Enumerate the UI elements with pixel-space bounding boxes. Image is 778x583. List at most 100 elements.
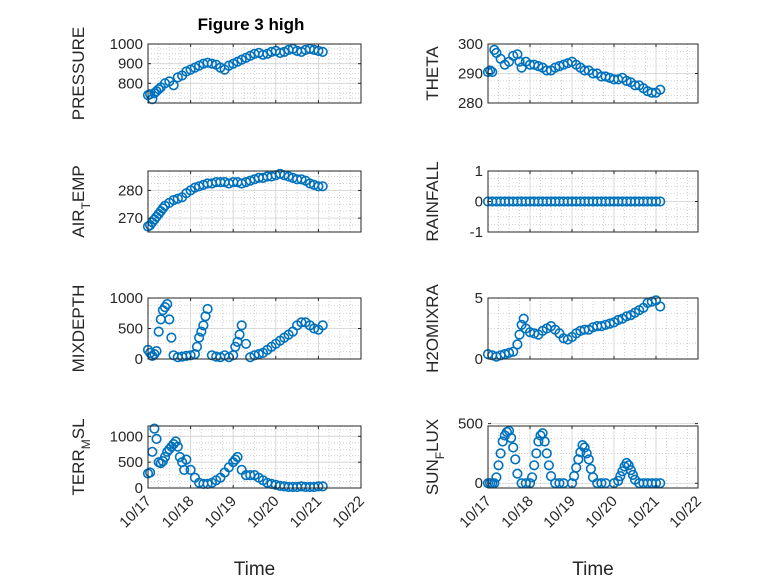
axes-box xyxy=(147,425,362,489)
data-point xyxy=(153,326,164,337)
y-tick-label: 0 xyxy=(135,480,143,497)
data-point xyxy=(497,436,508,447)
data-point xyxy=(655,196,666,207)
data-point xyxy=(234,329,245,340)
data-point xyxy=(230,341,241,352)
data-point xyxy=(159,451,171,463)
data-point xyxy=(206,58,217,69)
data-point xyxy=(194,332,205,343)
data-point xyxy=(145,89,156,100)
data-point xyxy=(296,174,307,185)
data-point xyxy=(313,481,324,492)
data-point xyxy=(514,329,525,340)
panel-3: 270 280 AIRTEMP xyxy=(69,165,362,238)
panel-2: 280 290 300 THETA xyxy=(423,36,699,112)
data-point xyxy=(172,441,183,452)
x-axis-label: Time xyxy=(234,559,276,580)
data-point xyxy=(253,349,264,360)
y-axis-label-subscript: M xyxy=(79,439,93,449)
y-tick-label: 0 xyxy=(475,194,483,211)
data-point xyxy=(485,65,496,76)
data-point xyxy=(185,350,196,361)
series-markers xyxy=(142,168,328,232)
y-tick-label: 500 xyxy=(118,321,143,338)
x-tick-label: 10/18 xyxy=(498,493,537,532)
panel-7: 0 500 1000 10/17 10/18 10/19 10/20 10/21 10/22 Ti… xyxy=(69,418,368,580)
series-markers xyxy=(142,423,328,493)
data-point xyxy=(495,448,506,459)
data-point xyxy=(149,423,160,434)
y-tick-label: 1000 xyxy=(110,428,143,445)
y-axis-label: AIRTEMP xyxy=(69,165,93,238)
y-axis-label-main: RAINFALL xyxy=(423,161,442,241)
y-tick-label: 280 xyxy=(118,182,143,199)
data-point xyxy=(240,338,252,349)
data-point xyxy=(650,196,662,207)
x-tick-label: 10/18 xyxy=(159,493,198,532)
data-point xyxy=(506,432,517,444)
data-point xyxy=(309,323,320,334)
data-point xyxy=(526,472,538,483)
data-point xyxy=(579,442,590,453)
x-tick-label: 10/21 xyxy=(287,493,326,532)
data-point xyxy=(296,317,307,328)
data-point xyxy=(198,320,209,331)
y-tick-label: 800 xyxy=(118,75,143,92)
y-tick-label: 500 xyxy=(458,416,483,433)
axes-box xyxy=(487,297,699,360)
data-point xyxy=(512,468,523,479)
data-point xyxy=(627,469,639,481)
x-tick-label: 10/17 xyxy=(116,493,155,532)
axes-box xyxy=(147,43,362,104)
y-tick-label: 5 xyxy=(475,290,483,307)
data-point xyxy=(202,303,213,315)
y-tick-label: 1000 xyxy=(110,290,143,307)
data-point xyxy=(514,56,525,67)
data-point xyxy=(531,448,542,459)
y-axis-label: THETA xyxy=(423,46,442,101)
data-point xyxy=(655,301,666,312)
data-point xyxy=(189,349,200,360)
axes-box xyxy=(487,425,699,489)
y-tick-label: 270 xyxy=(118,210,143,227)
data-point xyxy=(655,84,666,95)
series-markers xyxy=(482,196,666,207)
y-tick-label: 280 xyxy=(458,95,483,112)
data-point xyxy=(529,460,540,471)
x-tick-label: 10/22 xyxy=(329,493,368,532)
data-point xyxy=(236,320,247,331)
data-point xyxy=(508,346,519,357)
data-point xyxy=(174,451,185,463)
series-markers xyxy=(482,425,666,489)
x-tick-label: 10/20 xyxy=(582,493,621,532)
x-tick-label: 10/20 xyxy=(244,493,283,532)
data-point xyxy=(577,440,588,451)
data-point xyxy=(179,464,190,476)
y-axis-label-main: PRESSURE xyxy=(69,27,88,121)
data-point xyxy=(621,75,632,86)
panel-8: 0 500 10/17 10/18 10/19 10/20 10/21 10/22 Time SU… xyxy=(423,416,705,580)
data-point xyxy=(581,448,592,459)
series-markers xyxy=(482,295,666,362)
data-point xyxy=(159,302,171,313)
figure-title: Figure 3 high xyxy=(198,15,305,34)
axes-box xyxy=(147,170,362,233)
data-point xyxy=(317,46,328,58)
data-point xyxy=(613,475,624,486)
data-point xyxy=(145,347,156,359)
y-axis-label-tail: LUX xyxy=(423,419,442,452)
y-axis-label-tail: SL xyxy=(69,418,88,439)
x-tick-label: 10/22 xyxy=(666,493,705,532)
y-axis-label-main: AIR xyxy=(69,209,88,237)
panel-6: 0 5 H2OMIXRA xyxy=(423,283,699,373)
y-tick-label: 900 xyxy=(118,56,143,73)
data-point xyxy=(196,326,207,337)
y-axis-label-main: SUN xyxy=(423,459,442,495)
y-axis-label-main: MIXDEPTH xyxy=(69,285,88,373)
x-tick-label: 10/21 xyxy=(624,493,663,532)
data-point xyxy=(245,175,256,186)
y-axis-label: SUNFLUX xyxy=(423,419,447,495)
y-axis-label-subscript: T xyxy=(79,201,93,209)
data-point xyxy=(646,296,657,307)
y-axis-label: H2OMIXRA xyxy=(423,283,442,372)
